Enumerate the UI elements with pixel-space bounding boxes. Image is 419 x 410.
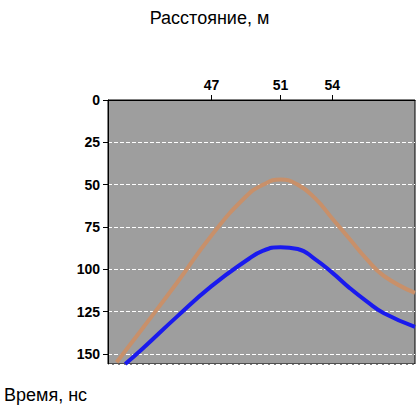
svg-text:51: 51 — [273, 77, 289, 93]
svg-text:25: 25 — [84, 134, 100, 150]
svg-text:75: 75 — [84, 219, 100, 235]
svg-text:54: 54 — [324, 77, 340, 93]
svg-text:Время, нс: Время, нс — [4, 385, 87, 405]
svg-text:0: 0 — [92, 92, 100, 108]
svg-text:150: 150 — [77, 346, 101, 362]
svg-text:125: 125 — [77, 304, 101, 320]
svg-text:100: 100 — [77, 261, 101, 277]
svg-text:Расстояние, м: Расстояние, м — [150, 8, 270, 28]
svg-text:47: 47 — [204, 77, 220, 93]
svg-text:50: 50 — [84, 177, 100, 193]
